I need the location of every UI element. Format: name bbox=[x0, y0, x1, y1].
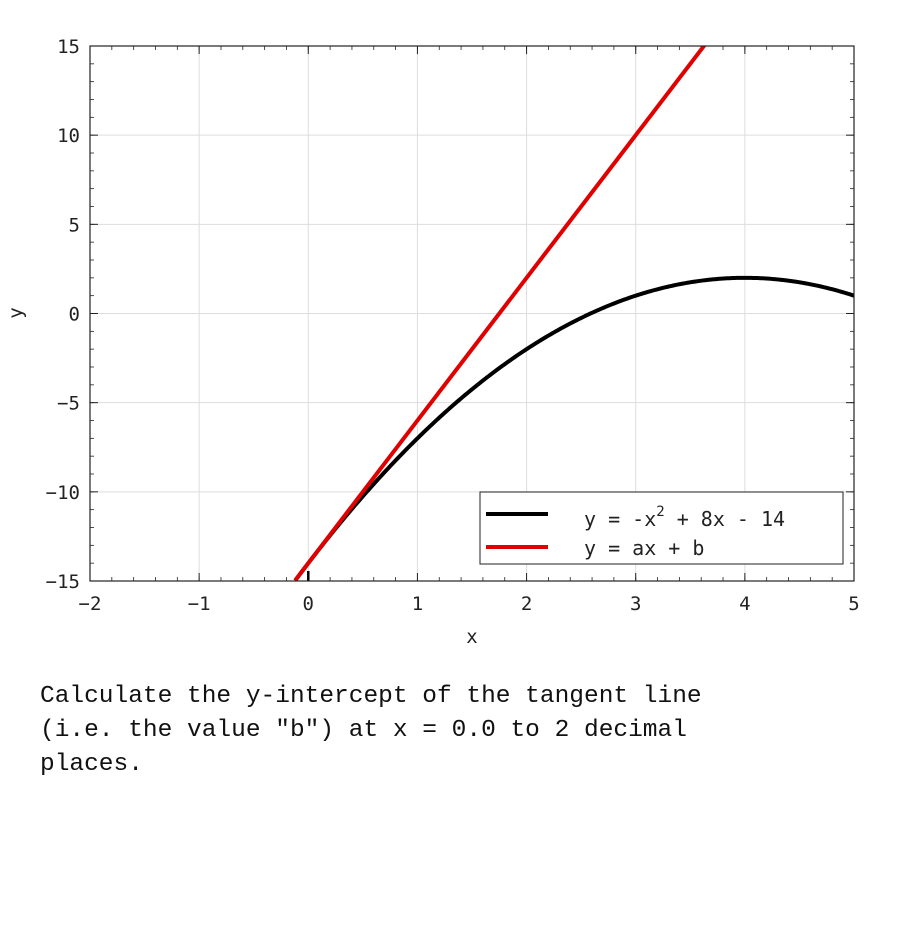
x-tick-label: 4 bbox=[739, 593, 750, 615]
x-axis-label: x bbox=[466, 626, 477, 648]
y-tick-label: 15 bbox=[57, 36, 80, 58]
y-tick-label: −5 bbox=[57, 393, 80, 415]
plot-frame bbox=[89, 45, 855, 582]
y-tick-label: 5 bbox=[69, 214, 80, 236]
x-tick-labels: −2 −1 0 1 2 3 4 5 bbox=[79, 593, 860, 615]
x-tick-label: 3 bbox=[630, 593, 641, 615]
y-tick-label: −15 bbox=[46, 571, 80, 593]
series-line-tangent bbox=[293, 46, 707, 581]
legend-label-tangent: y = ax + b bbox=[584, 536, 704, 560]
x-tick-label: 0 bbox=[303, 593, 314, 615]
x-tick-label: 5 bbox=[848, 593, 859, 615]
series-line-quadratic bbox=[293, 275, 854, 581]
x-tick-label: −1 bbox=[188, 593, 211, 615]
y-tick-labels: −15 −10 −5 0 5 10 15 bbox=[46, 36, 80, 593]
y-axis-label: y bbox=[5, 307, 27, 318]
series-lines bbox=[293, 46, 854, 581]
y-tick-label: −10 bbox=[46, 482, 80, 504]
y-tick-label: 0 bbox=[69, 304, 80, 326]
y-tick-label: 10 bbox=[57, 125, 80, 147]
x-tick-label: −2 bbox=[79, 593, 102, 615]
legend: y = -x2 + 8x - 14 y = ax + b bbox=[479, 491, 844, 565]
question-text: Calculate the y-intercept of the tangent… bbox=[40, 683, 702, 778]
legend-label-quadratic: y = -x2 + 8x - 14 bbox=[584, 504, 785, 531]
legend-box bbox=[479, 491, 844, 565]
x-tick-label: 2 bbox=[521, 593, 532, 615]
x-tick-label: 1 bbox=[412, 593, 423, 615]
